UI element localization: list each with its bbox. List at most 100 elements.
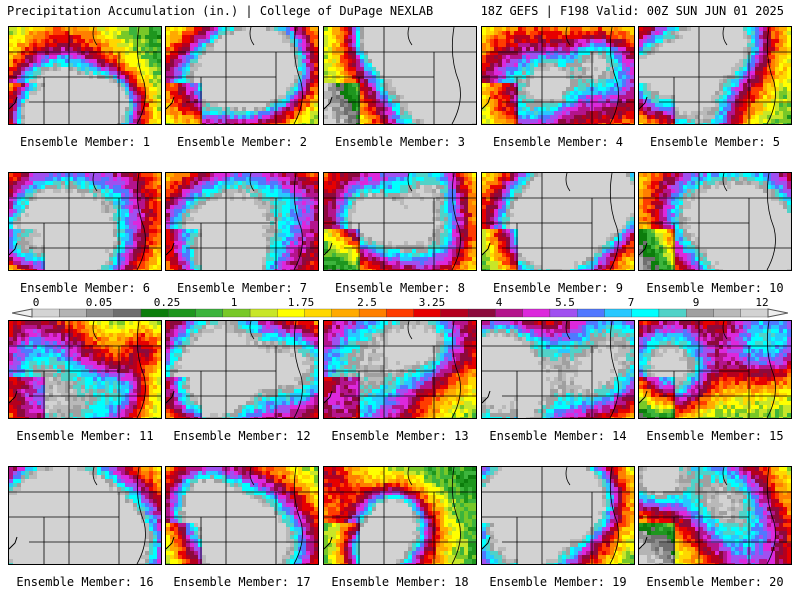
colorbar-tick-label: 2.5 <box>357 296 377 309</box>
member-map-panel <box>638 320 792 419</box>
colorbar-swatch <box>59 308 87 318</box>
member-map-panel <box>323 172 477 271</box>
member-label: Ensemble Member: 16 <box>16 575 154 589</box>
precip-field <box>166 321 318 418</box>
member-label: Ensemble Member: 14 <box>489 429 627 443</box>
precip-field <box>9 173 161 270</box>
colorbar-tick-label: 7 <box>627 296 635 309</box>
member-label: Ensemble Member: 13 <box>331 429 469 443</box>
member-map-panel <box>638 466 792 565</box>
colorbar-swatch <box>277 308 305 318</box>
member-map-panel <box>323 26 477 125</box>
colorbar-tick-label: 12 <box>755 296 769 309</box>
member-label: Ensemble Member: 9 <box>492 281 624 295</box>
colorbar-swatch <box>604 308 632 318</box>
member-map-panel <box>481 466 635 565</box>
precip-field <box>482 173 634 270</box>
colorbar-swatch <box>495 308 523 318</box>
colorbar-tick-label: 1 <box>230 296 238 309</box>
member-map-panel <box>323 466 477 565</box>
colorbar-max-arrow <box>767 308 788 318</box>
colorbar-swatch <box>522 308 551 318</box>
colorbar-swatch <box>86 308 114 318</box>
map-title: Precipitation Accumulation (in.) | Colle… <box>7 4 434 18</box>
colorbar-swatch <box>304 308 333 318</box>
colorbar-tick-label: 5.5 <box>555 296 575 309</box>
precip-field <box>9 27 161 124</box>
colorbar-swatch <box>467 308 496 318</box>
member-label: Ensemble Member: 3 <box>334 135 466 149</box>
member-map-panel <box>8 466 162 565</box>
member-label: Ensemble Member: 8 <box>334 281 466 295</box>
precip-field <box>482 321 634 418</box>
member-map-panel <box>638 26 792 125</box>
precip-field <box>166 173 318 270</box>
colorbar-swatch <box>31 308 60 318</box>
precip-field <box>482 27 634 124</box>
colorbar-swatch <box>222 308 251 318</box>
member-map-panel <box>8 172 162 271</box>
colorbar-swatch <box>358 308 387 318</box>
member-label: Ensemble Member: 7 <box>176 281 308 295</box>
colorbar-tick-label: 0.25 <box>153 296 181 309</box>
colorbar-swatch <box>140 308 169 318</box>
colorbar-swatch <box>740 308 769 318</box>
member-map-panel <box>638 172 792 271</box>
member-map-panel <box>481 172 635 271</box>
colorbar-tick-label: 0 <box>32 296 40 309</box>
member-label: Ensemble Member: 18 <box>331 575 469 589</box>
colorbar-swatch <box>658 308 687 318</box>
member-label: Ensemble Member: 10 <box>646 281 784 295</box>
member-label: Ensemble Member: 17 <box>173 575 311 589</box>
member-label: Ensemble Member: 2 <box>176 135 308 149</box>
member-map-panel <box>165 466 319 565</box>
precip-colorbar <box>12 308 788 318</box>
precip-field <box>639 27 791 124</box>
precip-field <box>9 467 161 564</box>
member-label: Ensemble Member: 12 <box>173 429 311 443</box>
member-map-panel <box>323 320 477 419</box>
precip-field <box>324 173 476 270</box>
colorbar-tick-label: 1.75 <box>287 296 315 309</box>
precip-field <box>639 467 791 564</box>
member-label: Ensemble Member: 1 <box>19 135 151 149</box>
member-label: Ensemble Member: 5 <box>649 135 781 149</box>
colorbar-tick-label: 4 <box>495 296 503 309</box>
colorbar-tick-label: 3.25 <box>418 296 446 309</box>
member-label: Ensemble Member: 6 <box>19 281 151 295</box>
colorbar-swatch <box>413 308 442 318</box>
member-label: Ensemble Member: 15 <box>646 429 784 443</box>
colorbar-swatch <box>549 308 578 318</box>
colorbar-tick-label: 0.05 <box>85 296 113 309</box>
precip-field <box>324 321 476 418</box>
run-info: 18Z GEFS | F198 Valid: 00Z SUN JUN 01 20… <box>480 4 784 18</box>
colorbar-swatch <box>577 308 605 318</box>
colorbar-swatch <box>440 308 469 318</box>
colorbar-swatch <box>168 308 196 318</box>
colorbar-tick-label: 9 <box>692 296 700 309</box>
precip-field <box>639 173 791 270</box>
colorbar-min-arrow <box>12 308 33 318</box>
colorbar-swatch <box>386 308 414 318</box>
member-label: Ensemble Member: 20 <box>646 575 784 589</box>
colorbar-swatch <box>631 308 660 318</box>
member-label: Ensemble Member: 4 <box>492 135 624 149</box>
precip-field <box>324 27 476 124</box>
member-label: Ensemble Member: 19 <box>489 575 627 589</box>
precip-field <box>482 467 634 564</box>
colorbar-swatch <box>113 308 142 318</box>
colorbar-swatch <box>195 308 223 318</box>
member-map-panel <box>165 172 319 271</box>
member-map-panel <box>481 26 635 125</box>
precip-field <box>324 467 476 564</box>
precip-field <box>639 321 791 418</box>
precip-field <box>166 27 318 124</box>
member-label: Ensemble Member: 11 <box>16 429 154 443</box>
precip-field <box>166 467 318 564</box>
colorbar-swatch <box>331 308 360 318</box>
colorbar-swatch <box>686 308 714 318</box>
member-map-panel <box>165 320 319 419</box>
member-map-panel <box>8 320 162 419</box>
colorbar-swatch <box>713 308 741 318</box>
member-map-panel <box>8 26 162 125</box>
